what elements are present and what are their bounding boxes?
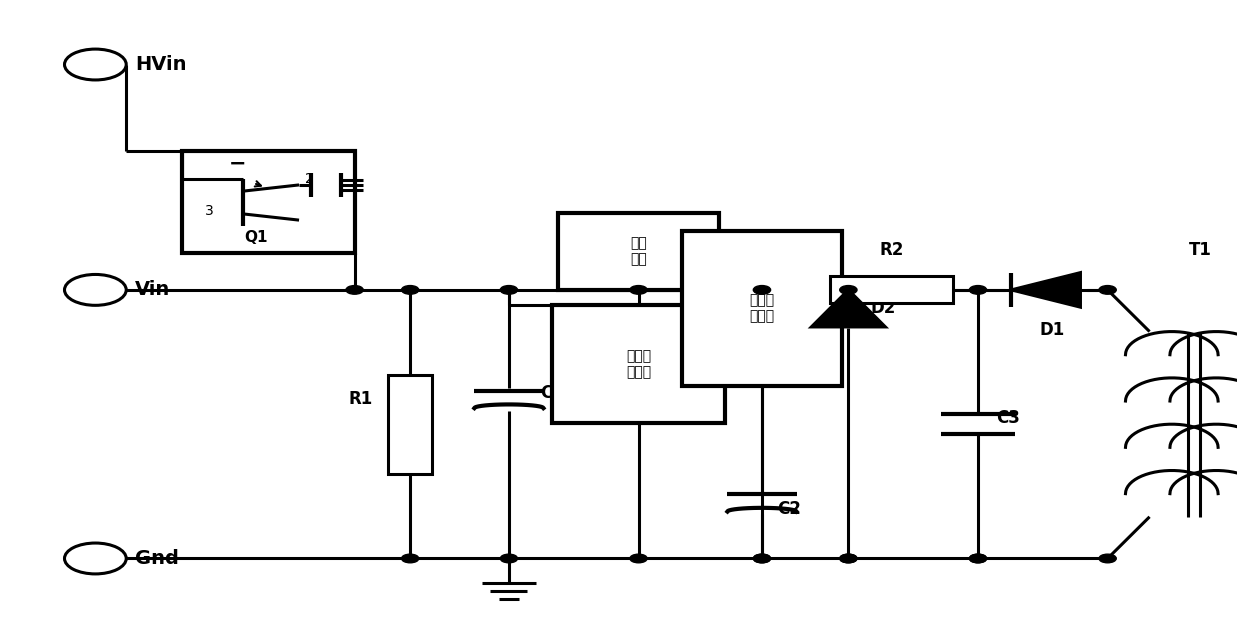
- Bar: [388, 375, 433, 473]
- Polygon shape: [1012, 273, 1080, 307]
- Circle shape: [970, 285, 987, 294]
- Circle shape: [754, 285, 770, 294]
- Text: C2: C2: [776, 500, 801, 518]
- Text: Gnd: Gnd: [135, 549, 179, 568]
- Text: Q1: Q1: [244, 230, 268, 245]
- Circle shape: [839, 285, 857, 294]
- Circle shape: [1099, 554, 1116, 563]
- Text: D2: D2: [870, 300, 897, 317]
- Circle shape: [754, 554, 770, 563]
- Polygon shape: [811, 290, 885, 327]
- Text: C1: C1: [539, 384, 563, 402]
- Bar: [682, 231, 842, 386]
- Text: −: −: [228, 153, 246, 173]
- Bar: [552, 305, 725, 422]
- Text: 3: 3: [205, 204, 213, 218]
- Text: R1: R1: [348, 391, 373, 409]
- Circle shape: [839, 554, 857, 563]
- Text: HVin: HVin: [135, 55, 186, 74]
- Circle shape: [839, 554, 857, 563]
- Text: 限流
模块: 限流 模块: [630, 236, 647, 267]
- Circle shape: [970, 554, 987, 563]
- Text: C3: C3: [997, 409, 1021, 427]
- Circle shape: [402, 285, 419, 294]
- Text: 采样处
理模块: 采样处 理模块: [626, 349, 651, 379]
- Circle shape: [630, 285, 647, 294]
- Text: T1: T1: [1189, 240, 1211, 259]
- Text: Vin: Vin: [135, 280, 170, 300]
- Bar: [182, 151, 355, 253]
- Circle shape: [630, 554, 647, 563]
- Circle shape: [1099, 285, 1116, 294]
- Circle shape: [402, 554, 419, 563]
- Circle shape: [346, 285, 363, 294]
- Text: D1: D1: [1039, 321, 1065, 339]
- Circle shape: [500, 285, 517, 294]
- Bar: [558, 212, 719, 290]
- Circle shape: [754, 554, 770, 563]
- Text: 可控开
关模块: 可控开 关模块: [749, 293, 775, 323]
- Circle shape: [500, 554, 517, 563]
- Bar: [830, 277, 954, 303]
- Text: R2: R2: [879, 240, 904, 259]
- Circle shape: [970, 554, 987, 563]
- Text: 2: 2: [305, 172, 314, 186]
